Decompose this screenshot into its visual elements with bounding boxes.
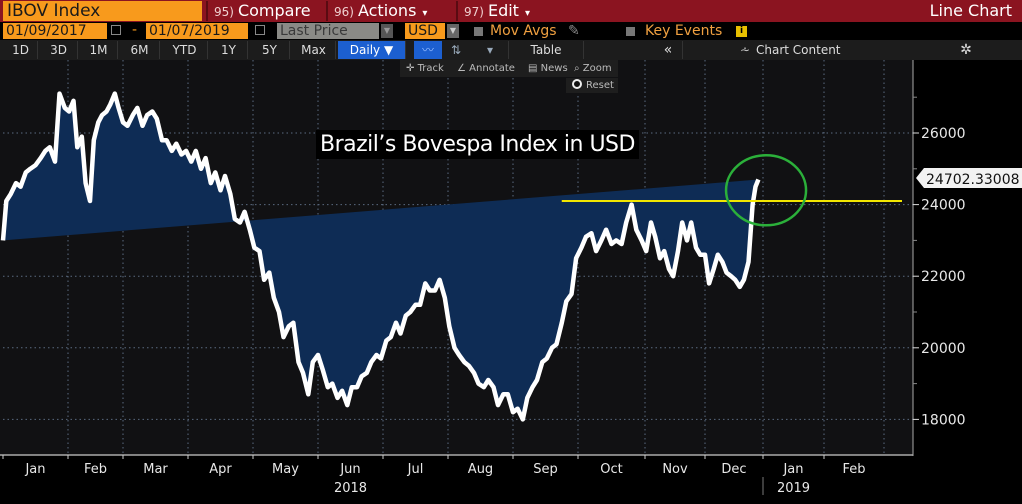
x-tick-label: Jan [782, 462, 803, 477]
key-events-label: Key Events [645, 23, 723, 39]
year-label: 2018 [334, 481, 367, 496]
reset-icon [572, 79, 582, 89]
period-3d[interactable]: 3D [40, 41, 78, 59]
zoom-tool[interactable]: ⌕ Zoom [574, 60, 612, 77]
period-ytd[interactable]: YTD [162, 41, 208, 59]
pencil-icon: ∠ [457, 63, 470, 74]
x-tick-label: Oct [600, 462, 622, 477]
edit-button[interactable]: 97) Edit ▾ [456, 1, 548, 21]
news-label: News [540, 63, 568, 74]
chart-canvas[interactable]: 18000 20000 22000 24000 26000 Jan Feb Mar Apr Ma… [0, 60, 1022, 504]
annotations [561, 154, 902, 227]
y-tick-label: 24000 [921, 198, 966, 214]
chart-title: Brazil’s Bovespa Index in USD [316, 130, 639, 159]
period-bar: 1D 3D 1M 6M YTD 1Y 5Y Max Daily ▼ 〰 ⇅ ▾ … [0, 40, 1022, 60]
end-date-input[interactable]: 01/07/2019 [146, 23, 248, 39]
area-fill [3, 93, 759, 420]
price-line [0, 91, 761, 422]
chevron-down-icon: ▾ [524, 8, 530, 19]
gear-icon[interactable]: ✲ [960, 42, 972, 58]
calendar-icon[interactable] [111, 25, 121, 35]
x-tick-label: Nov [662, 462, 688, 477]
ticker-field[interactable]: IBOV Index [3, 1, 202, 21]
reset-button[interactable]: Reset [566, 78, 618, 93]
last-value-marker: 24702.33008 [916, 168, 1022, 188]
settings-bar: 01/09/2017 - 01/07/2019 Last Price ▼ USD… [0, 22, 1022, 40]
sort-icon[interactable]: ⇅ [450, 43, 462, 57]
y-tick-label: 26000 [921, 126, 966, 142]
x-tick-label: Mar [143, 462, 168, 477]
x-tick-label: Aug [468, 462, 493, 477]
last-value-badge [916, 168, 1022, 188]
chevron-down-icon[interactable]: ▼ [381, 24, 393, 38]
period-1y[interactable]: 1Y [210, 41, 248, 59]
frequency-select[interactable]: Daily ▼ [338, 41, 406, 59]
period-1d[interactable]: 1D [4, 41, 38, 59]
news-icon: ▤ [528, 63, 541, 74]
period-6m[interactable]: 6M [120, 41, 160, 59]
period-5y[interactable]: 5Y [250, 41, 290, 59]
chevron-down-icon: ▾ [422, 8, 428, 19]
collapse-icon[interactable]: « [663, 42, 673, 58]
currency-select[interactable]: USD [405, 23, 445, 39]
track-label: Track [417, 63, 444, 74]
track-tool[interactable]: ✛ Track [406, 60, 444, 77]
date-separator: - [132, 22, 138, 38]
magnifier-icon: ⌕ [574, 63, 583, 74]
highlight-circle [724, 154, 808, 227]
x-tick-label: Apr [209, 462, 232, 477]
x-tick-label: May [272, 462, 299, 477]
x-axis: Jan Feb Mar Apr May Jun Jul Aug Sep Oct Nov Dec Jan F… [2, 455, 866, 496]
period-max[interactable]: Max [292, 41, 336, 59]
period-1m[interactable]: 1M [80, 41, 118, 59]
line-chart-icon[interactable]: 〰 [414, 41, 442, 59]
chevron-down-icon[interactable]: ▼ [447, 24, 459, 38]
x-tick-label: Dec [721, 462, 746, 477]
x-tick-label: Sep [533, 462, 558, 477]
chart-content-icon: ⩪ [739, 43, 751, 57]
year-label: 2019 [777, 481, 810, 496]
y-axis: 18000 20000 22000 24000 26000 [913, 96, 966, 428]
x-tick-label: Feb [842, 462, 865, 477]
edit-label: Edit [487, 1, 519, 20]
y-tick-label: 22000 [921, 269, 966, 285]
calendar-icon[interactable] [255, 25, 265, 35]
actions-number: 96) [334, 5, 354, 19]
start-date-input[interactable]: 01/09/2017 [3, 23, 107, 39]
actions-button[interactable]: 96) Actions ▾ [326, 1, 454, 21]
news-tool[interactable]: ▤ News [528, 60, 568, 77]
chart-type-label[interactable]: Line Chart [929, 1, 1012, 20]
annotate-label: Annotate [469, 63, 515, 74]
table-button[interactable]: Table [508, 41, 584, 59]
actions-label: Actions [357, 1, 417, 20]
mov-avgs-label: Mov Avgs [490, 23, 557, 39]
key-events-checkbox[interactable] [626, 27, 635, 36]
last-value-label: 24702.33008 [926, 172, 1020, 188]
annotate-tool[interactable]: ∠ Annotate [457, 60, 515, 77]
info-icon[interactable]: i [736, 26, 747, 37]
price-field-select[interactable]: Last Price [277, 23, 379, 39]
x-tick-label: Jul [407, 462, 424, 477]
compare-button[interactable]: 95) Compare [206, 1, 324, 21]
y-tick-label: 20000 [921, 341, 966, 357]
chevron-down-icon[interactable]: ▾ [486, 43, 494, 57]
y-tick-label: 18000 [921, 412, 966, 428]
chart-tools: ✛ Track ∠ Annotate ▤ News ⌕ Zoom [400, 60, 618, 77]
divider [682, 41, 683, 59]
x-tick-label: Jan [24, 462, 45, 477]
zoom-label: Zoom [582, 63, 612, 74]
compare-number: 95) [214, 5, 234, 19]
reset-label: Reset [586, 80, 614, 91]
chart-content-button[interactable]: Chart Content [756, 43, 841, 57]
x-tick-label: Jun [339, 462, 360, 477]
mov-avgs-checkbox[interactable] [474, 27, 483, 36]
x-tick-label: Feb [84, 462, 107, 477]
edit-number: 97) [464, 5, 484, 19]
header-bar: IBOV Index 95) Compare 96) Actions ▾ 97) Edi… [0, 0, 1022, 22]
compare-label: Compare [237, 1, 311, 20]
crosshair-icon: ✛ [406, 63, 418, 74]
pencil-icon[interactable]: ✎ [568, 23, 580, 39]
